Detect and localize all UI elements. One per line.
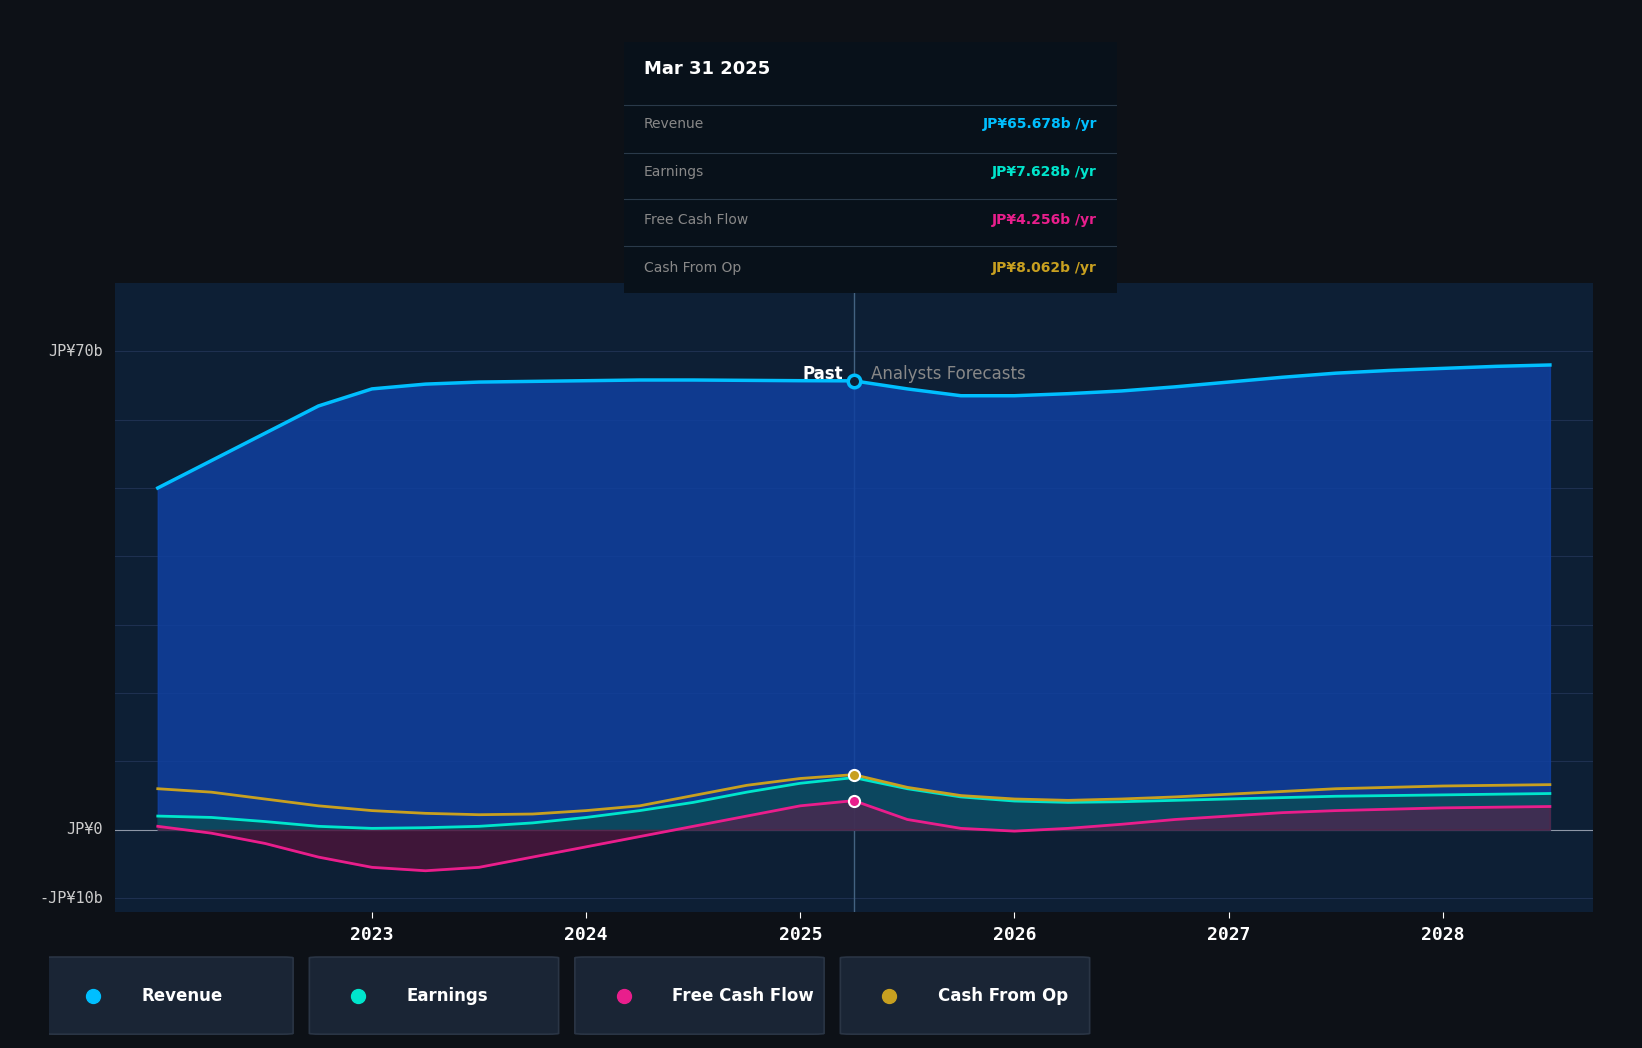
Text: Analysts Forecasts: Analysts Forecasts (870, 365, 1026, 383)
Text: Cash From Op: Cash From Op (938, 986, 1067, 1005)
Text: Past: Past (803, 365, 842, 383)
FancyBboxPatch shape (841, 957, 1090, 1034)
Text: Revenue: Revenue (644, 117, 704, 131)
Text: Free Cash Flow: Free Cash Flow (644, 213, 747, 226)
Text: JP¥4.256b /yr: JP¥4.256b /yr (992, 213, 1097, 226)
FancyBboxPatch shape (309, 957, 558, 1034)
Text: Free Cash Flow: Free Cash Flow (673, 986, 814, 1005)
Text: Mar 31 2025: Mar 31 2025 (644, 60, 770, 78)
Text: JP¥0: JP¥0 (67, 823, 103, 837)
Text: JP¥8.062b /yr: JP¥8.062b /yr (992, 261, 1097, 275)
Text: JP¥70b: JP¥70b (48, 344, 103, 358)
FancyBboxPatch shape (575, 957, 824, 1034)
Text: Earnings: Earnings (644, 165, 704, 179)
Text: JP¥65.678b /yr: JP¥65.678b /yr (982, 117, 1097, 131)
Text: Earnings: Earnings (407, 986, 489, 1005)
FancyBboxPatch shape (44, 957, 294, 1034)
Text: Revenue: Revenue (141, 986, 223, 1005)
Text: -JP¥10b: -JP¥10b (39, 891, 103, 905)
Text: JP¥7.628b /yr: JP¥7.628b /yr (992, 165, 1097, 179)
Text: Cash From Op: Cash From Op (644, 261, 741, 275)
